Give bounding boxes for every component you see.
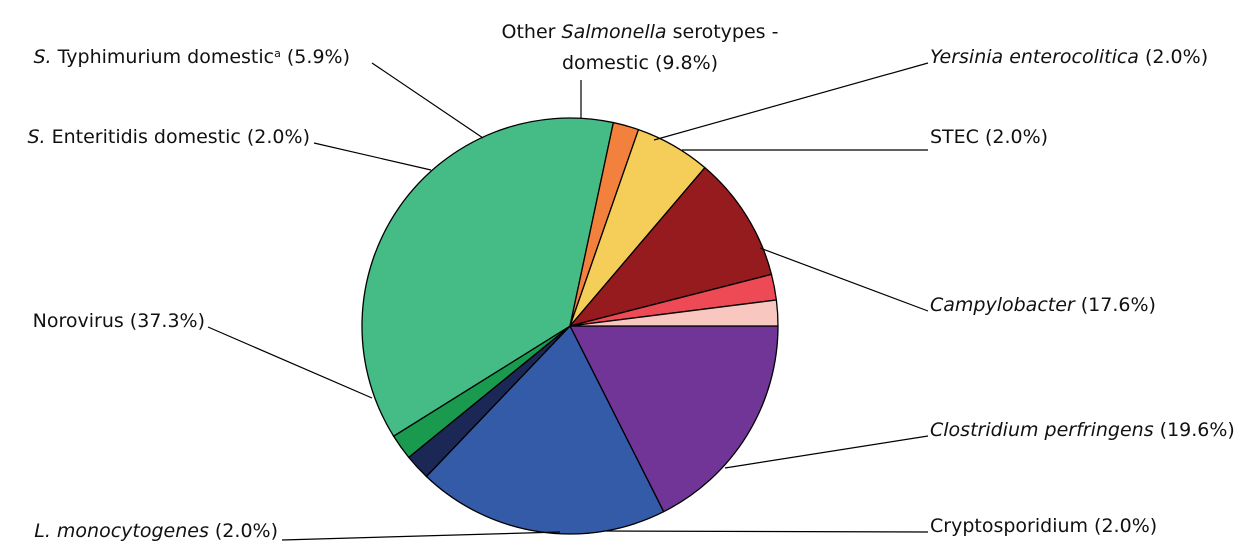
leader-line-clostridium: [724, 435, 929, 469]
slice-label-other-salmonella: Other Salmonella serotypes -: [502, 21, 779, 43]
slice-label-stec: STEC (2.0%): [930, 126, 1048, 148]
leader-line-norovirus: [207, 326, 373, 399]
pie-slice-clostridium: [425, 325, 665, 535]
slice-label-campylobacter: Campylobacter (17.6%): [930, 294, 1156, 316]
slice-labels: Campylobacter (17.6%) Clostridium perfrin…: [27, 21, 1234, 542]
slice-label-s-typhimurium: S. Typhimurium domestica (5.9%): [34, 46, 351, 68]
slice-label-s-enteritidis: S. Enteritidis domestic (2.0%): [27, 126, 310, 148]
slice-label-norovirus: Norovirus (37.3%): [33, 310, 205, 332]
leader-lines: [207, 62, 929, 541]
slice-label-other-salmonella-line2: domestic (9.8%): [562, 52, 718, 74]
slice-label-cryptosporidium: Cryptosporidium (2.0%): [930, 515, 1157, 537]
leader-line-s-enteritidis: [313, 142, 432, 171]
leader-line-cryptosporidium: [605, 530, 929, 533]
pie-slice-norovirus: [361, 117, 615, 437]
leader-line-yersinia: [653, 62, 929, 141]
leader-line-campylobacter: [759, 247, 929, 312]
pie-slice-other-salmonella: [569, 167, 773, 327]
leader-line-s-typhimurium: [371, 62, 484, 139]
slice-label-yersinia: Yersinia enterocolitica (2.0%): [930, 46, 1208, 68]
pie-slice-stec: [569, 299, 779, 327]
pie-slices: [361, 117, 779, 535]
pie-slice-campylobacter: [569, 325, 779, 513]
slice-label-clostridium: Clostridium perfringens (19.6%): [930, 419, 1235, 441]
leader-line-listeria: [281, 531, 561, 541]
slice-label-listeria: L. monocytogenes (2.0%): [34, 520, 278, 542]
